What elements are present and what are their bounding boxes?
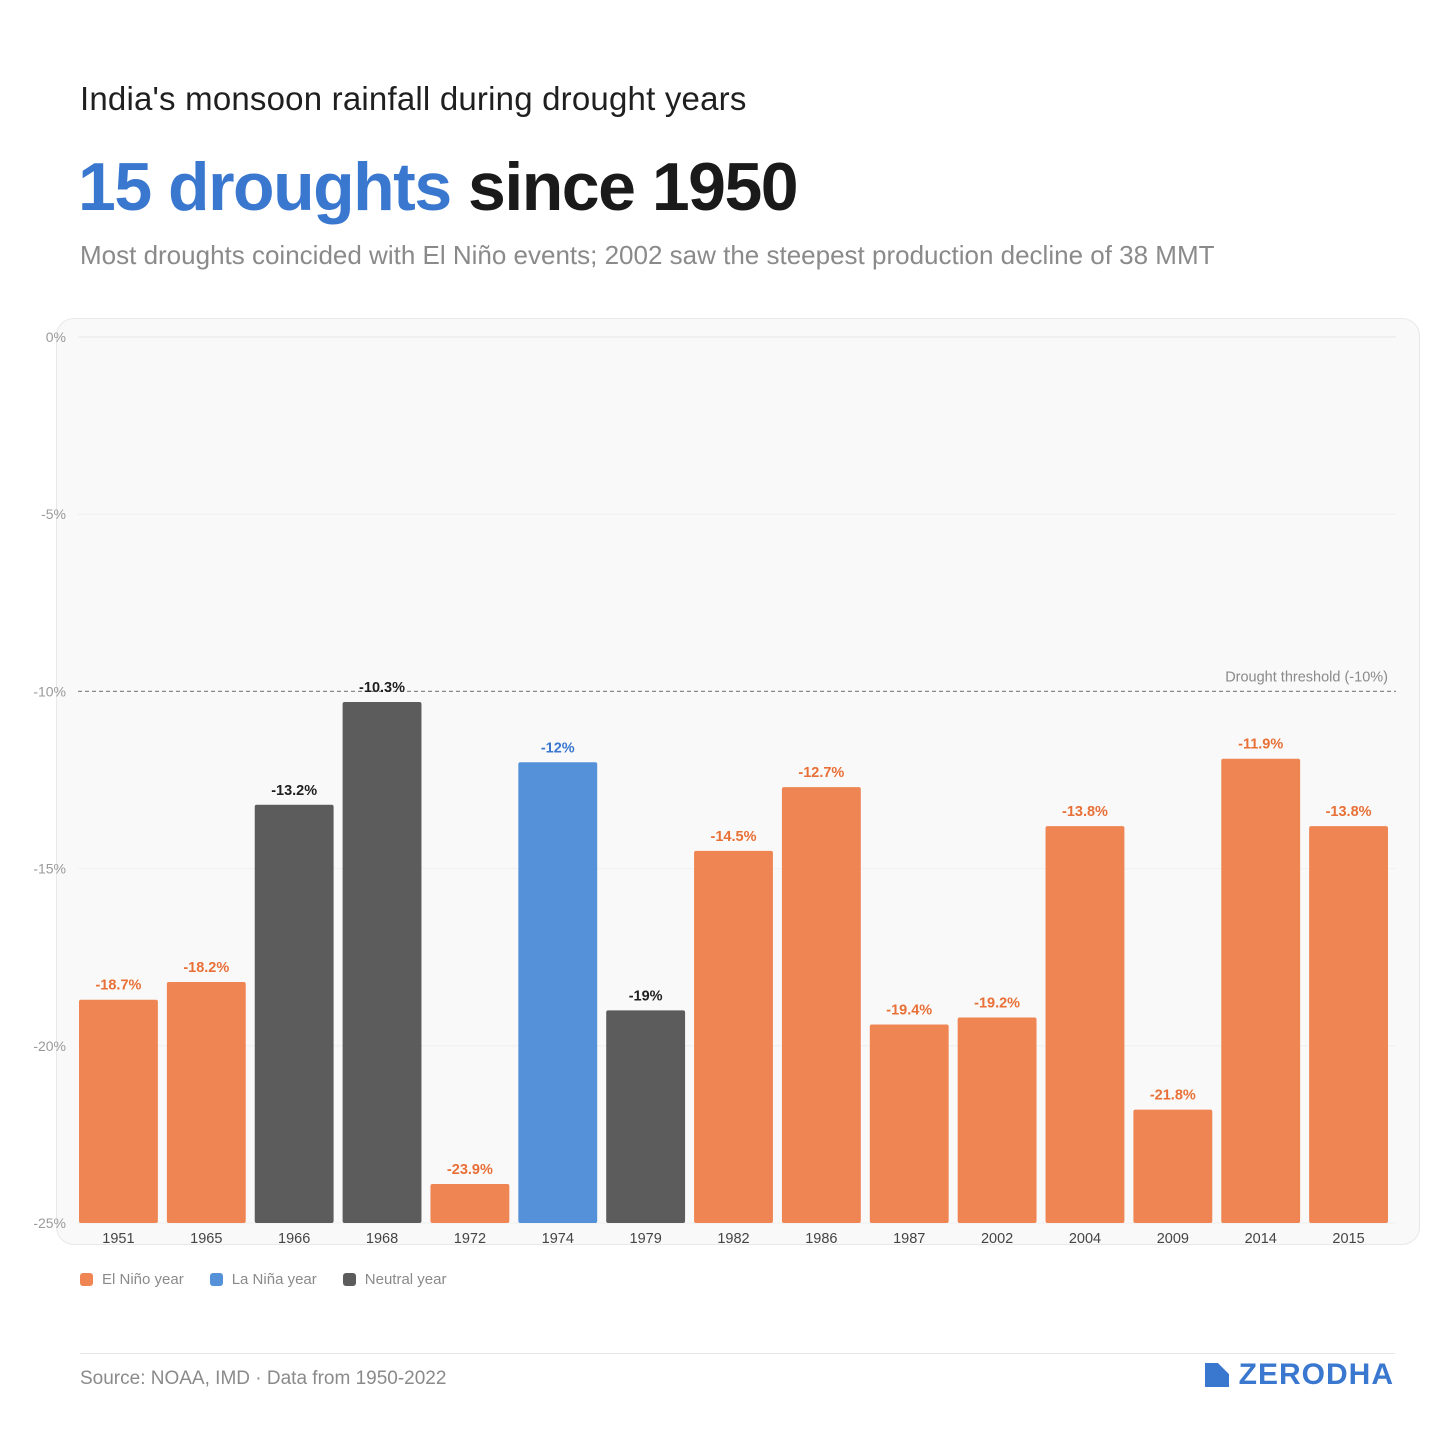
data-label: -18.7% — [95, 978, 141, 994]
threshold-label: Drought threshold (-10%) — [1225, 669, 1388, 685]
x-tick-label: 1982 — [717, 1231, 749, 1247]
legend-swatch — [209, 1273, 223, 1286]
y-tick-label: -25% — [33, 1215, 66, 1231]
legend-label: El Niño year — [102, 1271, 184, 1288]
chart-subtitle: Most droughts coincided with El Niño eve… — [80, 240, 1215, 270]
legend-item-la-nina[interactable]: La Niña year — [209, 1271, 317, 1288]
data-label: -10.3% — [359, 680, 405, 696]
x-tick-label: 1987 — [893, 1231, 925, 1247]
x-tick-label: 1979 — [630, 1231, 662, 1247]
brand-name: ZERODHA — [1238, 1358, 1394, 1391]
legend-label: La Niña year — [231, 1271, 317, 1288]
bar — [254, 804, 334, 1223]
x-tick-label: 1986 — [805, 1231, 837, 1247]
x-tick-label: 2004 — [1069, 1231, 1101, 1247]
data-label: -12% — [541, 740, 575, 756]
y-tick-label: -10% — [33, 683, 66, 699]
bars — [79, 702, 1388, 1223]
x-axis: 1951 1965 1966 1968 1972 1974 1979 1982 1986 1987… — [102, 1231, 1364, 1247]
bar — [342, 702, 422, 1223]
data-label: -13.8% — [1062, 804, 1108, 820]
x-tick-label: 1951 — [102, 1231, 134, 1247]
data-label: -13.2% — [271, 783, 317, 799]
bar — [1045, 826, 1125, 1223]
threshold: Drought threshold (-10%) — [78, 669, 1396, 693]
bar — [1221, 758, 1301, 1223]
legend-item-neutral[interactable]: Neutral year — [342, 1271, 447, 1288]
x-tick-label: 2002 — [981, 1231, 1013, 1247]
bar — [869, 1024, 949, 1223]
bar — [518, 762, 598, 1223]
bar-chart: 0% -5% -10% -15% -20% -25% Drought threshold … — [33, 329, 1396, 1247]
y-axis: 0% -5% -10% -15% -20% -25% — [33, 329, 66, 1231]
legend-swatch — [80, 1273, 93, 1286]
data-label: -12.7% — [798, 765, 844, 781]
bar — [430, 1184, 510, 1223]
legend-swatch — [342, 1273, 356, 1286]
headline-rest: since 1950 — [468, 149, 799, 225]
data-label: -23.9% — [447, 1162, 493, 1178]
source-note: Source: NOAA, IMD · Data from 1950-2022 — [80, 1368, 447, 1389]
x-tick-label: 1965 — [190, 1231, 222, 1247]
data-label: -19.4% — [886, 1003, 932, 1019]
data-label: -13.8% — [1326, 804, 1372, 820]
legend: El Niño year La Niña year Neutral year — [80, 1271, 446, 1288]
data-label: -18.2% — [183, 960, 229, 976]
y-tick-label: -20% — [33, 1038, 66, 1054]
y-tick-label: -5% — [41, 506, 66, 522]
data-label: -19% — [629, 988, 663, 1004]
value-labels: -18.7% -18.2% -13.2% -10.3% -23.9% -12% -19% -1… — [95, 680, 1371, 1178]
data-label: -14.5% — [711, 829, 757, 845]
chart-headline: 15 droughts since 1950 — [78, 148, 799, 226]
data-label: -11.9% — [1238, 737, 1283, 753]
brand-logo[interactable]: ZERODHA — [1204, 1358, 1394, 1392]
bar — [694, 850, 773, 1223]
y-tick-label: 0% — [46, 329, 66, 345]
x-tick-label: 1972 — [454, 1231, 486, 1247]
headline-accent: 15 droughts — [78, 149, 452, 225]
x-tick-label: 2009 — [1157, 1231, 1189, 1247]
x-tick-label: 1974 — [542, 1231, 574, 1247]
zerodha-logo-icon — [1204, 1363, 1229, 1387]
bar — [166, 982, 246, 1223]
bar — [1133, 1109, 1213, 1223]
x-tick-label: 1968 — [366, 1231, 398, 1247]
legend-item-el-nino[interactable]: El Niño year — [80, 1271, 184, 1288]
bar — [1309, 826, 1388, 1223]
data-label: -19.2% — [974, 995, 1020, 1011]
chart-kicker: India's monsoon rainfall during drought … — [80, 80, 747, 117]
x-tick-label: 2014 — [1245, 1231, 1277, 1247]
y-tick-label: -15% — [33, 861, 66, 877]
bar — [781, 787, 861, 1223]
bar — [957, 1017, 1037, 1223]
data-label: -21.8% — [1150, 1088, 1196, 1104]
bar — [606, 1010, 686, 1223]
x-tick-label: 1966 — [278, 1231, 310, 1247]
legend-label: Neutral year — [364, 1271, 447, 1288]
bar — [79, 999, 158, 1223]
footer-divider — [80, 1353, 1395, 1354]
x-tick-label: 2015 — [1332, 1231, 1364, 1247]
